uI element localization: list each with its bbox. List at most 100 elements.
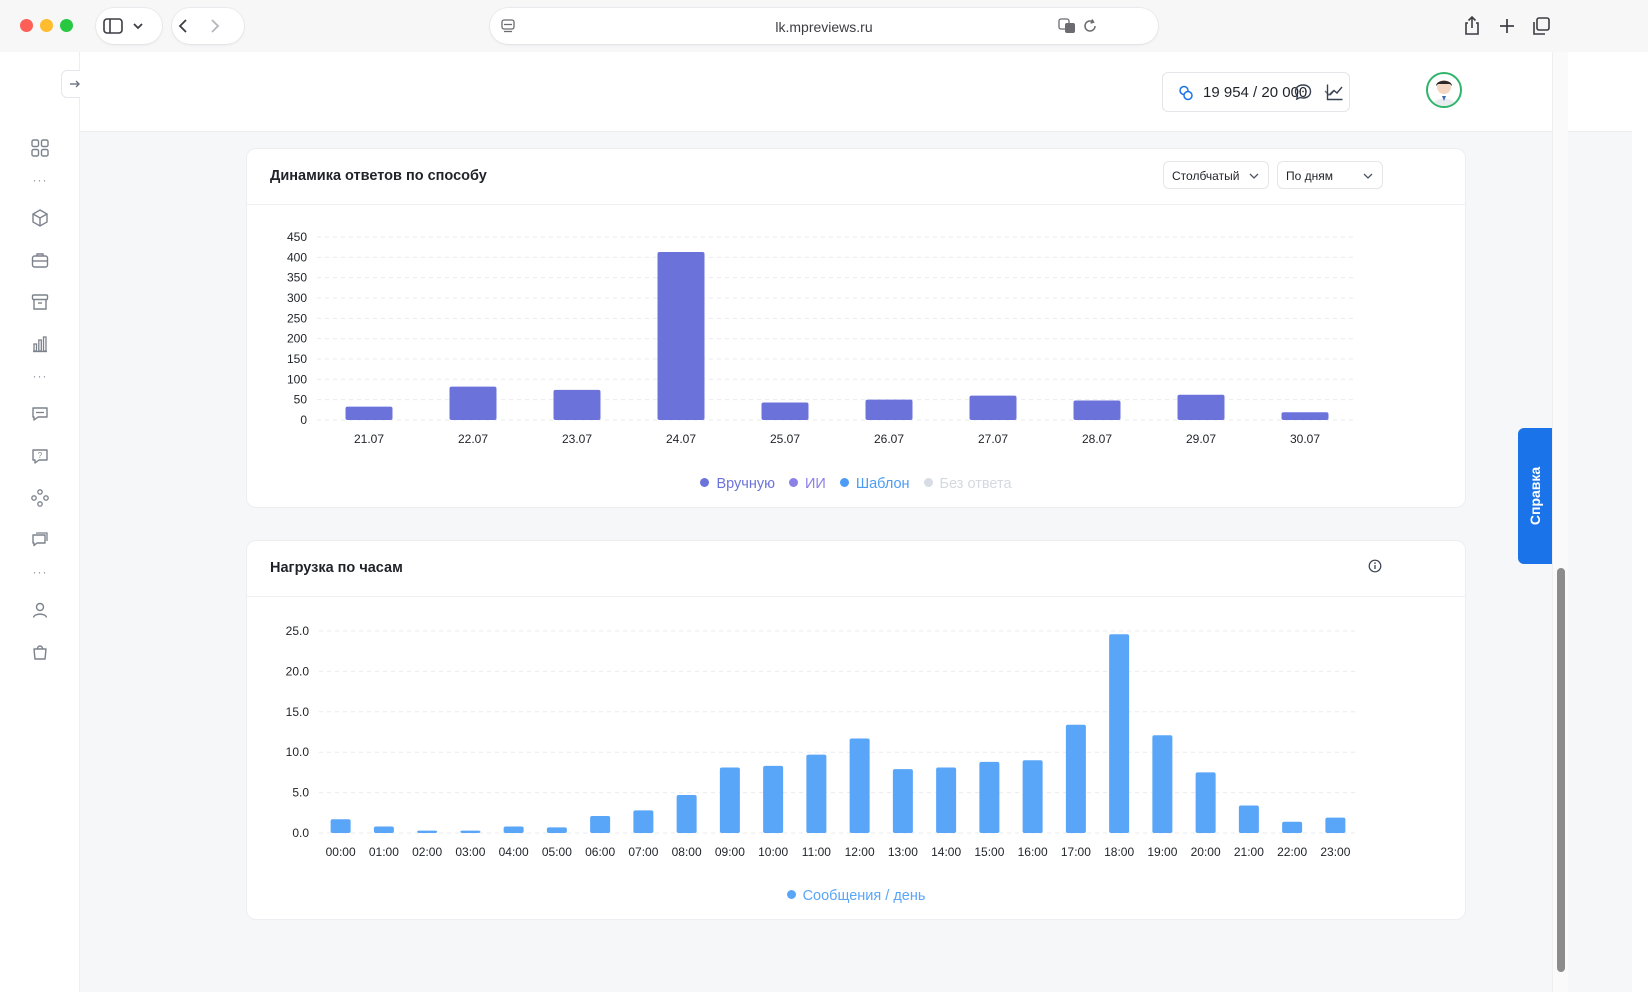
legend-dot xyxy=(923,478,933,487)
chevron-down-icon[interactable] xyxy=(132,20,144,32)
y-tick-label: 200 xyxy=(287,332,307,346)
bar xyxy=(1282,821,1303,833)
bar xyxy=(1238,805,1259,833)
minimize-window-button[interactable] xyxy=(40,19,53,32)
bar xyxy=(1065,724,1086,833)
x-tick-label: 23.07 xyxy=(562,432,592,446)
quota-text: 19 954 / 20 000 xyxy=(1203,84,1308,101)
x-tick-label: 22:00 xyxy=(1277,845,1307,859)
x-tick-label: 29.07 xyxy=(1186,432,1216,446)
bar xyxy=(969,395,1017,420)
x-tick-label: 00:00 xyxy=(326,845,356,859)
legend-item[interactable]: Без ответа xyxy=(923,476,1012,492)
bar xyxy=(1177,394,1225,420)
legend-item[interactable]: ИИ xyxy=(788,476,826,492)
legend-item[interactable]: Шаблон xyxy=(839,476,910,492)
x-tick-label: 17:00 xyxy=(1061,845,1091,859)
bar xyxy=(761,402,809,420)
url-text: lk.mpreviews.ru xyxy=(775,19,873,35)
bar xyxy=(1325,817,1346,833)
forward-icon[interactable] xyxy=(204,16,224,36)
bar xyxy=(503,826,524,833)
x-tick-label: 05:00 xyxy=(542,845,572,859)
page-scrollbar[interactable] xyxy=(1552,52,1568,992)
x-tick-label: 02:00 xyxy=(412,845,442,859)
legend-label: Вручную xyxy=(716,476,775,492)
share-icon[interactable] xyxy=(1461,15,1483,37)
messages-icon[interactable] xyxy=(30,530,50,550)
card-title: Динамика ответов по способу xyxy=(270,168,487,184)
new-tab-icon[interactable] xyxy=(1496,15,1518,37)
y-tick-label: 0.0 xyxy=(292,826,309,840)
legend-label: Шаблон xyxy=(855,476,910,492)
legend-item[interactable]: Вручную xyxy=(700,476,775,492)
avatar[interactable] xyxy=(1426,72,1462,108)
x-tick-label: 06:00 xyxy=(585,845,615,859)
coins-icon xyxy=(1179,85,1193,101)
translate-icon[interactable] xyxy=(1058,17,1076,35)
x-tick-label: 30.07 xyxy=(1290,432,1320,446)
help-button[interactable]: Справка xyxy=(1518,428,1552,564)
legend-label: Сообщения / день xyxy=(802,888,926,904)
zoom-window-button[interactable] xyxy=(60,19,73,32)
x-tick-label: 20:00 xyxy=(1191,845,1221,859)
x-tick-label: 10:00 xyxy=(758,845,788,859)
x-tick-label: 25.07 xyxy=(770,432,800,446)
bar xyxy=(1022,760,1043,833)
y-tick-label: 150 xyxy=(287,352,307,366)
bar xyxy=(373,826,394,833)
hourly-bar-chart: 0.0 5.0 10.0 15.0 20.0 25.0 00:00 01:00 02:00 03:… xyxy=(286,624,1357,859)
y-tick-label: 250 xyxy=(287,311,307,325)
help-label: Справка xyxy=(1527,466,1543,526)
legend-item[interactable]: Сообщения / день xyxy=(786,888,926,904)
analytics-icon[interactable] xyxy=(1325,82,1345,102)
briefcase-icon[interactable] xyxy=(30,250,50,270)
x-tick-label: 16:00 xyxy=(1018,845,1048,859)
svg-text:?: ? xyxy=(38,451,43,460)
bar xyxy=(546,827,567,833)
legend-label: ИИ xyxy=(804,476,826,492)
chat-icon[interactable] xyxy=(1293,82,1313,102)
reload-icon[interactable] xyxy=(1082,18,1098,34)
bar xyxy=(763,765,784,833)
bag-icon[interactable] xyxy=(30,642,50,662)
bar xyxy=(865,399,913,420)
chat-icon[interactable] xyxy=(30,404,50,424)
bar xyxy=(979,761,1000,833)
browser-toolbar: lk.mpreviews.ru xyxy=(0,0,1648,52)
tab-overview-icon[interactable] xyxy=(1530,15,1552,37)
chart-type-select[interactable]: Столбчатый xyxy=(1163,161,1269,189)
y-tick-label: 450 xyxy=(287,230,307,244)
user-icon[interactable] xyxy=(30,600,50,620)
chart-legend: Сообщения / день xyxy=(247,888,1465,904)
quota-dropdown[interactable]: 19 954 / 20 000 xyxy=(1162,72,1350,112)
period-select[interactable]: По дням xyxy=(1277,161,1383,189)
scrollbar-thumb[interactable] xyxy=(1557,568,1565,972)
address-bar[interactable]: lk.mpreviews.ru xyxy=(490,8,1158,44)
bar xyxy=(1281,412,1329,420)
x-tick-label: 08:00 xyxy=(672,845,702,859)
card-title: Нагрузка по часам xyxy=(270,560,403,576)
responses-bar-chart: 0 50 100 150 200 250 300 350 400 450 21.07 22.07 23.… xyxy=(287,230,1357,446)
archive-icon[interactable] xyxy=(30,292,50,312)
bar-chart-icon[interactable] xyxy=(30,334,50,354)
y-tick-label: 20.0 xyxy=(286,664,310,678)
sidebar-icon[interactable] xyxy=(102,17,124,35)
close-window-button[interactable] xyxy=(20,19,33,32)
info-icon[interactable] xyxy=(1368,559,1382,573)
bar xyxy=(449,386,497,420)
legend-label: Без ответа xyxy=(939,476,1012,492)
page-menu-icon[interactable] xyxy=(500,18,516,34)
x-tick-label: 03:00 xyxy=(455,845,485,859)
grid-icon[interactable] xyxy=(30,138,50,158)
bar xyxy=(1152,735,1173,833)
cube-icon[interactable] xyxy=(30,208,50,228)
bar xyxy=(806,754,827,833)
nodes-icon[interactable] xyxy=(30,488,50,508)
back-icon[interactable] xyxy=(174,16,194,36)
x-tick-label: 18:00 xyxy=(1104,845,1134,859)
x-tick-label: 12:00 xyxy=(845,845,875,859)
card-header: Нагрузка по часам xyxy=(247,541,1465,597)
chart-legend: Вручную ИИ Шаблон Без ответа xyxy=(247,476,1465,492)
question-icon[interactable]: ? xyxy=(30,446,50,466)
